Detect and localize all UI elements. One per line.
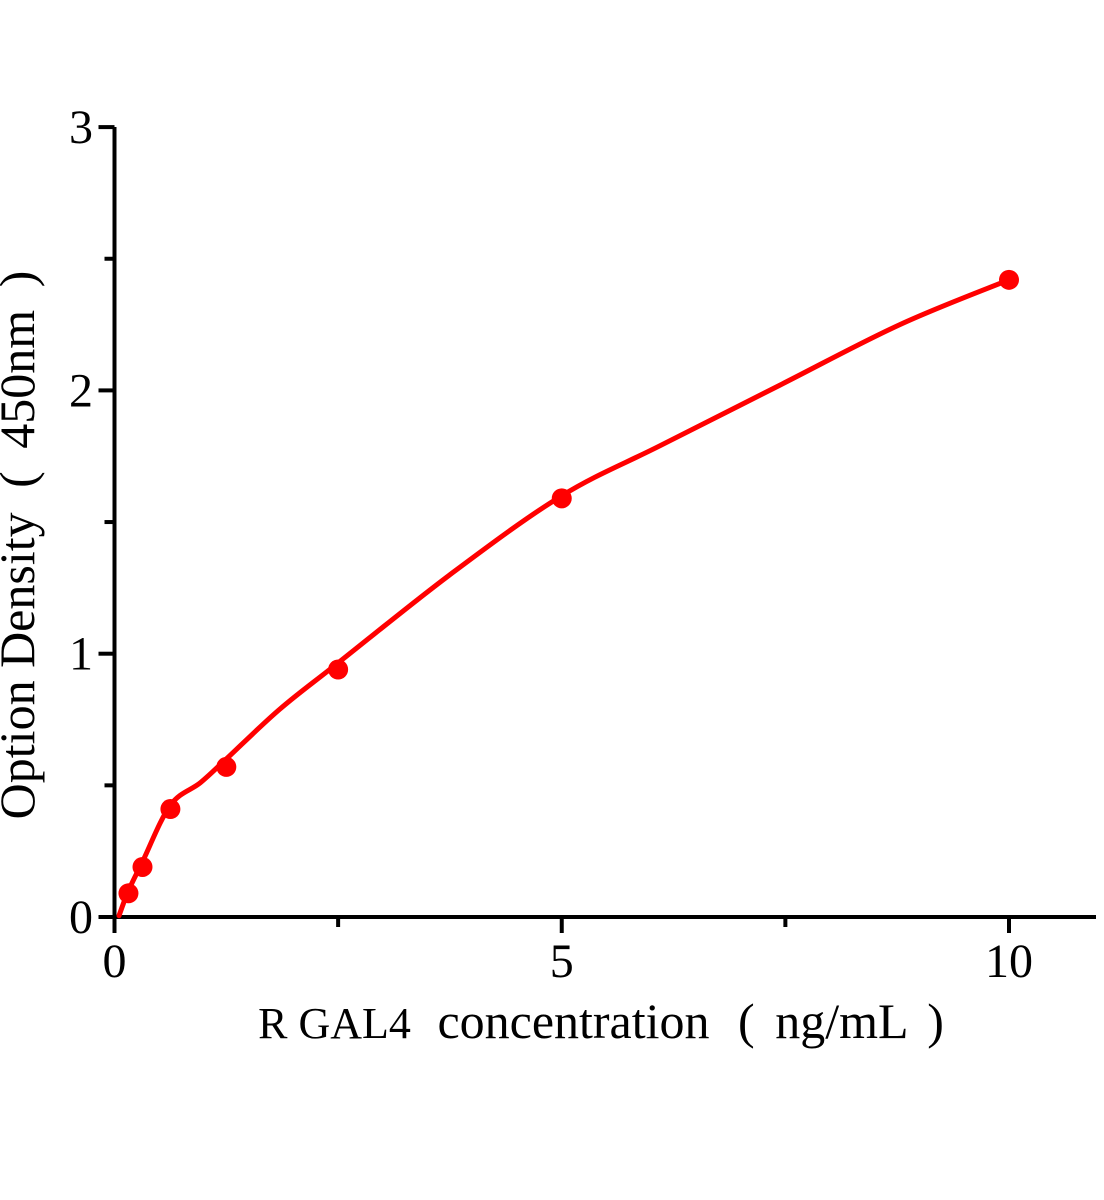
x-tick-label: 5 xyxy=(550,935,574,988)
y-axis-title-name: Option Density xyxy=(0,512,45,819)
y-tick-label: 1 xyxy=(69,628,93,681)
x-axis-title-prefix: R GAL4 xyxy=(258,999,411,1048)
x-tick-label: 0 xyxy=(103,935,127,988)
data-points xyxy=(118,269,1019,904)
x-axis-title-close-paren: ) xyxy=(927,993,944,1049)
data-point-marker xyxy=(216,756,237,777)
y-axis-title: Option Density ( 450nm ) xyxy=(0,271,45,820)
fit-curve-line xyxy=(116,277,1012,919)
data-point-marker xyxy=(328,659,349,680)
y-tick-label: 0 xyxy=(69,891,93,944)
data-point-marker xyxy=(118,883,139,904)
x-axis-title-open-paren: ( xyxy=(738,993,755,1049)
y-axis-title-unit: 450nm xyxy=(0,310,45,449)
y-axis-tick-labels: 0 1 2 3 xyxy=(69,101,93,944)
data-point-marker xyxy=(551,488,572,509)
x-axis-title-name: concentration xyxy=(437,993,709,1049)
y-axis-title-close-paren: ) xyxy=(0,271,45,288)
fit-curve xyxy=(116,277,1012,919)
y-axis-title-open-paren: ( xyxy=(0,471,45,488)
axes xyxy=(112,127,1096,919)
x-axis-tick-labels: 0 5 10 xyxy=(103,935,1034,988)
data-point-marker xyxy=(999,269,1019,290)
y-tick-label: 3 xyxy=(69,101,93,154)
data-point-marker xyxy=(132,856,153,877)
x-axis-ticks xyxy=(112,917,1011,933)
x-axis-title-unit: ng/mL xyxy=(775,993,906,1049)
x-axis-title: R GAL4 concentration ( ng/mL ) xyxy=(258,993,944,1049)
data-point-marker xyxy=(160,799,181,820)
y-tick-label: 2 xyxy=(69,364,93,417)
y-axis-ticks xyxy=(98,125,115,919)
x-tick-label: 10 xyxy=(985,935,1033,988)
